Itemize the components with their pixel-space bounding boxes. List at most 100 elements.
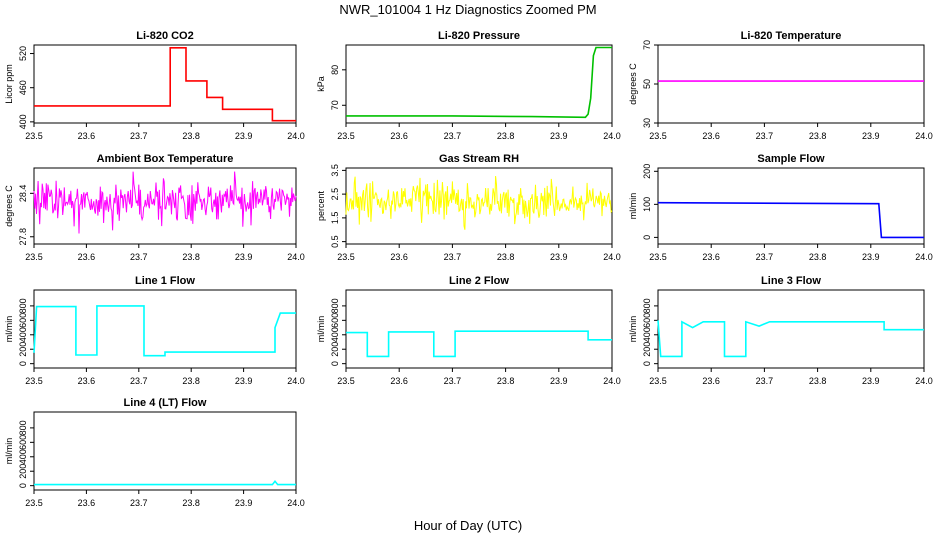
x-tick-label: 23.6 (78, 376, 96, 386)
y-tick-label: 520 (18, 46, 28, 61)
y-tick-label: 800 (642, 298, 652, 313)
y-tick-label: 400 (18, 114, 28, 129)
y-tick-label: 0 (330, 361, 340, 366)
y-axis-label: kPa (316, 76, 326, 92)
series-line (33, 171, 297, 234)
x-tick-label: 24.0 (287, 376, 305, 386)
y-axis-label: ml/min (4, 316, 14, 343)
x-tick-label: 23.8 (182, 498, 200, 508)
x-tick-label: 23.8 (497, 131, 515, 141)
x-tick-label: 23.6 (702, 252, 720, 262)
y-tick-label: 0 (642, 361, 652, 366)
x-tick-label: 23.7 (444, 252, 462, 262)
x-tick-label: 24.0 (287, 498, 305, 508)
y-axis-label: ml/min (316, 316, 326, 343)
x-tick-label: 24.0 (287, 131, 305, 141)
x-tick-label: 23.7 (756, 252, 774, 262)
x-tick-label: 23.9 (862, 252, 880, 262)
y-tick-label: 800 (18, 298, 28, 313)
chart-panel-pressure: Li-820 Pressure 23.5 23.6 23.7 23.8 23.9 24.0 7… (316, 30, 621, 141)
x-axis-caption: Hour of Day (UTC) (413, 518, 523, 533)
y-tick-label: 1.5 (330, 212, 340, 225)
x-tick-label: 23.6 (78, 498, 96, 508)
y-tick-label: 200 (18, 464, 28, 479)
y-axis-label: ml/min (628, 316, 638, 343)
x-tick-label: 23.7 (756, 376, 774, 386)
y-axis-label: degrees C (4, 185, 14, 227)
x-tick-label: 24.0 (915, 131, 933, 141)
y-tick-label: 0.5 (330, 235, 340, 248)
y-tick-label: 600 (18, 435, 28, 450)
chart-title: Line 4 (LT) Flow (124, 397, 207, 409)
chart-panel-temperature: Li-820 Temperature 23.5 23.6 23.7 23.8 23.9 24… (628, 30, 933, 141)
y-axis-label: degrees C (628, 63, 638, 105)
y-tick-label: 30 (642, 118, 652, 128)
y-tick-label: 600 (642, 313, 652, 328)
x-tick-label: 23.8 (809, 131, 827, 141)
series-line (657, 320, 924, 358)
plot-frame (345, 44, 613, 124)
chart-panel-sampleflow: Sample Flow 23.5 23.6 23.7 23.8 23.9 24.0 0 100 2… (628, 153, 933, 262)
y-tick-label: 400 (18, 327, 28, 342)
x-tick-label: 23.8 (182, 131, 200, 141)
y-axis-label: percent (316, 190, 326, 221)
x-tick-label: 23.9 (235, 131, 253, 141)
series-line (346, 46, 612, 119)
y-tick-label: 600 (18, 313, 28, 328)
x-tick-label: 23.9 (550, 252, 568, 262)
chart-title: Line 2 Flow (449, 275, 509, 287)
x-tick-label: 23.9 (550, 376, 568, 386)
x-tick-label: 23.6 (702, 376, 720, 386)
x-tick-label: 24.0 (915, 376, 933, 386)
x-tick-label: 23.5 (337, 131, 355, 141)
x-tick-label: 24.0 (287, 252, 305, 262)
y-tick-label: 28.4 (18, 185, 28, 203)
y-tick-label: 400 (330, 327, 340, 342)
plot-frame (657, 44, 925, 124)
x-tick-label: 23.6 (702, 131, 720, 141)
y-tick-label: 100 (642, 197, 652, 212)
y-tick-label: 3.5 (330, 164, 340, 177)
series-line (34, 480, 296, 486)
x-tick-label: 23.5 (337, 252, 355, 262)
plot-frame (33, 167, 297, 245)
y-tick-label: 200 (18, 342, 28, 357)
chart-title: Li-820 Temperature (741, 30, 842, 42)
x-tick-label: 23.8 (497, 376, 515, 386)
x-tick-label: 23.5 (337, 376, 355, 386)
chart-title: Ambient Box Temperature (97, 153, 234, 165)
x-tick-label: 23.9 (862, 376, 880, 386)
chart-title: Gas Stream RH (439, 153, 519, 165)
chart-panel-rh: Gas Stream RH 23.5 23.6 23.7 23.8 23.9 24.0 0.5… (316, 153, 621, 262)
x-tick-label: 24.0 (603, 376, 621, 386)
y-tick-label: 2.5 (330, 188, 340, 201)
y-tick-label: 0 (18, 361, 28, 366)
y-tick-label: 460 (18, 80, 28, 95)
x-tick-label: 23.6 (78, 252, 96, 262)
x-tick-label: 23.5 (25, 131, 43, 141)
plot-frame (33, 411, 297, 491)
chart-panel-co2: Li-820 CO2 23.5 23.6 23.7 23.8 23.9 24.0 400 460… (4, 30, 305, 141)
x-tick-label: 23.9 (862, 131, 880, 141)
y-tick-label: 400 (18, 449, 28, 464)
x-tick-label: 23.9 (235, 376, 253, 386)
y-tick-label: 400 (642, 327, 652, 342)
y-tick-label: 70 (330, 100, 340, 110)
plot-frame (33, 44, 297, 124)
x-tick-label: 23.6 (390, 252, 408, 262)
series-line (345, 175, 613, 230)
x-tick-label: 23.7 (756, 131, 774, 141)
y-tick-label: 200 (642, 164, 652, 179)
y-tick-label: 27.8 (18, 228, 28, 246)
series-line (34, 46, 296, 122)
x-tick-label: 23.5 (25, 252, 43, 262)
plot-frame (657, 167, 925, 245)
x-tick-label: 23.6 (390, 376, 408, 386)
y-tick-label: 0 (642, 235, 652, 240)
x-tick-label: 23.5 (25, 376, 43, 386)
y-tick-label: 0 (18, 483, 28, 488)
series-line (33, 305, 296, 357)
x-tick-label: 23.7 (444, 131, 462, 141)
